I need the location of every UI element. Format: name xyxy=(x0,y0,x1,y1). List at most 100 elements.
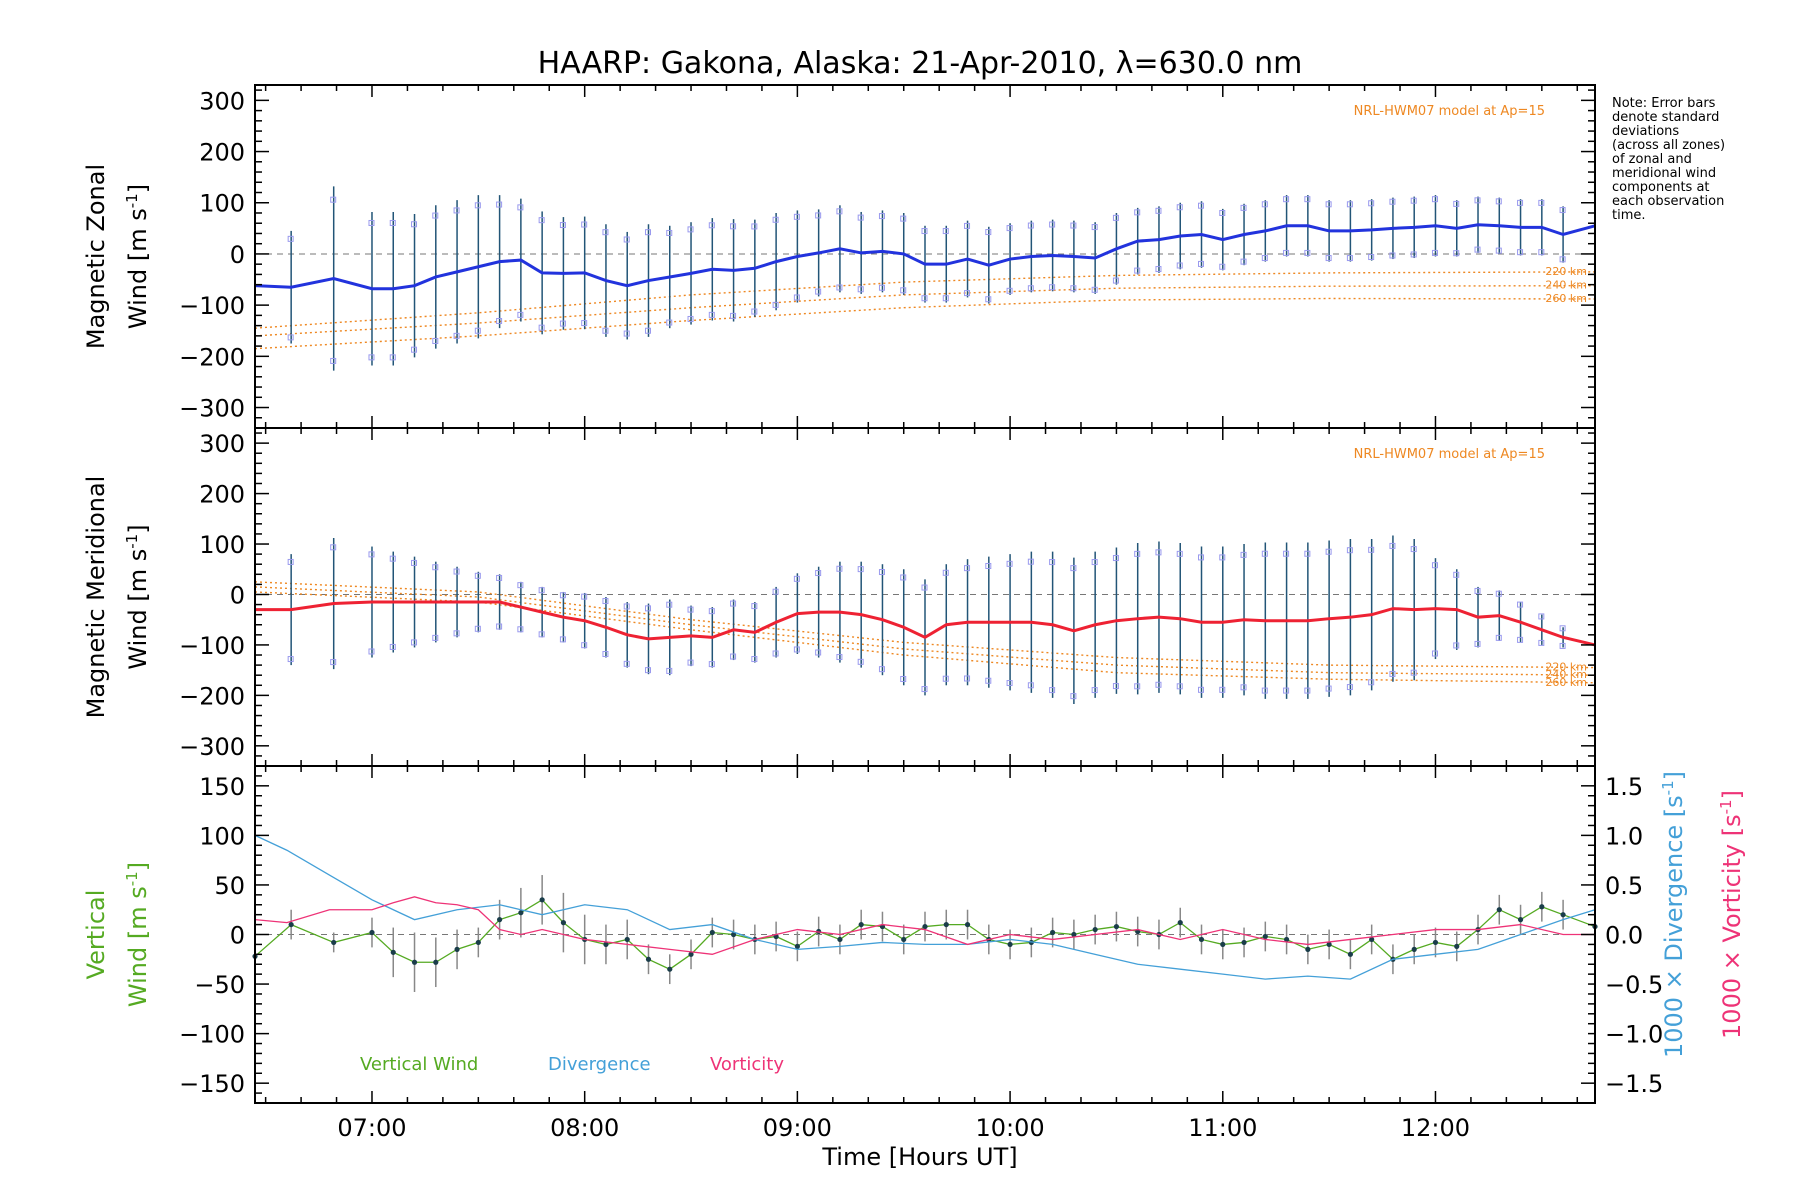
zone-point xyxy=(751,223,758,230)
zone-point xyxy=(1006,560,1013,567)
zone-point xyxy=(1261,687,1268,694)
data-point xyxy=(518,910,524,916)
model-curve-label: 260 km xyxy=(1545,292,1587,305)
data-point xyxy=(922,923,928,930)
zone-point xyxy=(559,222,566,229)
zone-point xyxy=(985,229,992,236)
data-point xyxy=(1496,907,1502,913)
zone-point xyxy=(666,601,673,608)
zone-point xyxy=(1219,686,1226,693)
y-tick-label: −200 xyxy=(179,343,245,371)
data-point xyxy=(1539,904,1545,910)
x-tick-label: 12:00 xyxy=(1401,1114,1470,1142)
note-line: of zonal and xyxy=(1612,152,1692,167)
legend-item: Vorticity xyxy=(710,1054,784,1075)
zone-point xyxy=(1453,200,1460,207)
x-tick-label: 08:00 xyxy=(550,1114,619,1142)
zone-point xyxy=(1006,225,1013,232)
zone-point xyxy=(581,320,588,327)
zone-point xyxy=(1112,555,1119,562)
data-point xyxy=(331,939,337,946)
legend-item: Divergence xyxy=(548,1054,651,1075)
y-tick-label: −150 xyxy=(179,1070,245,1098)
zone-point xyxy=(389,555,396,562)
y-axis-label-line2: Wind [m s-1] xyxy=(123,184,152,329)
zone-point xyxy=(1283,550,1290,557)
zone-point xyxy=(1368,254,1375,261)
model-curve-label: 260 km xyxy=(1545,676,1587,689)
zone-point xyxy=(878,284,885,291)
zone-point xyxy=(1431,650,1438,657)
zone-point xyxy=(1346,201,1353,208)
zone-point xyxy=(1240,551,1247,558)
zone-point xyxy=(1495,590,1502,597)
zone-point xyxy=(708,222,715,229)
data-point xyxy=(560,920,567,926)
zone-point xyxy=(857,286,864,293)
note-line: time. xyxy=(1612,208,1646,223)
zone-point xyxy=(1070,565,1077,572)
zone-point xyxy=(1325,548,1332,555)
zone-point xyxy=(368,219,375,226)
zone-point xyxy=(1389,670,1396,677)
zone-point xyxy=(1538,639,1545,646)
model-label: NRL-HWM07 model at Ap=15 xyxy=(1354,447,1545,462)
note-line: denote standard xyxy=(1612,110,1720,125)
zone-point xyxy=(517,582,524,589)
zone-point xyxy=(900,215,907,222)
x-tick-label: 09:00 xyxy=(763,1114,832,1142)
zone-point xyxy=(1134,267,1141,274)
zone-point xyxy=(1368,200,1375,207)
zone-point xyxy=(517,311,524,318)
note-line: Note: Error bars xyxy=(1612,96,1716,111)
zone-point xyxy=(496,574,503,581)
zone-point xyxy=(330,196,337,203)
zone-point xyxy=(1219,554,1226,561)
zone-point xyxy=(453,630,460,637)
data-point xyxy=(390,949,396,955)
zone-point xyxy=(1431,249,1438,256)
chart-title: HAARP: Gakona, Alaska: 21-Apr-2010, λ=63… xyxy=(538,46,1303,81)
y-tick-label: 100 xyxy=(199,822,245,850)
data-point xyxy=(1092,926,1098,933)
zone-point xyxy=(836,284,843,291)
zone-point xyxy=(964,290,971,297)
data-point xyxy=(794,943,800,949)
zone-point xyxy=(900,675,907,682)
zone-point xyxy=(1198,202,1205,209)
zone-point xyxy=(474,202,481,209)
note-line: meridional wind xyxy=(1612,166,1717,181)
zone-point xyxy=(815,212,822,219)
zone-point xyxy=(1198,686,1205,693)
zone-point xyxy=(666,667,673,674)
zone-point xyxy=(1219,209,1226,216)
zone-point xyxy=(623,236,630,243)
series-line xyxy=(254,896,1595,955)
data-point xyxy=(730,931,737,938)
zone-point xyxy=(1134,683,1141,690)
zone-point xyxy=(1134,550,1141,557)
zone-point xyxy=(1304,249,1311,256)
data-point xyxy=(1071,931,1077,938)
zone-point xyxy=(581,221,588,228)
zone-point xyxy=(1091,224,1098,231)
zone-point xyxy=(1346,547,1353,554)
zone-point xyxy=(1176,683,1183,690)
data-point xyxy=(433,959,439,965)
legend-item: Vertical Wind xyxy=(360,1054,478,1075)
zone-point xyxy=(389,219,396,226)
data-point xyxy=(497,917,503,923)
zone-point xyxy=(1049,284,1056,291)
zone-point xyxy=(921,584,928,591)
zone-point xyxy=(287,656,294,663)
zone-point xyxy=(666,229,673,236)
zone-point xyxy=(1453,642,1460,649)
zone-point xyxy=(1283,687,1290,694)
zone-point xyxy=(921,686,928,693)
zone-point xyxy=(1410,197,1417,204)
zone-point xyxy=(623,603,630,610)
data-point xyxy=(1283,936,1290,943)
y-tick-label: 100 xyxy=(199,190,245,218)
